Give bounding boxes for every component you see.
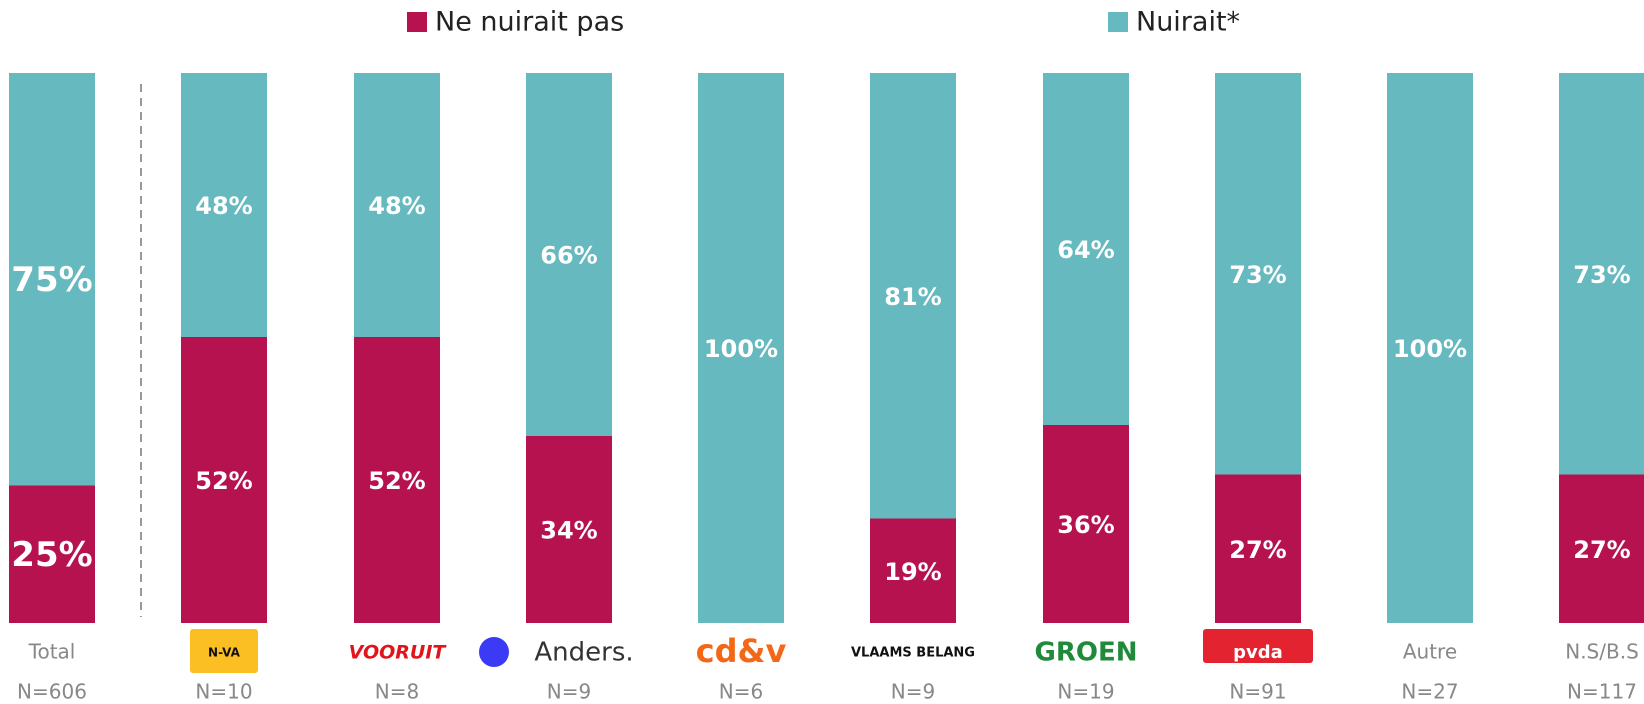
bar-segment (526, 436, 612, 623)
x-tick-label: pvda (1233, 642, 1283, 663)
value-label: 64% (1057, 236, 1114, 264)
bar-segment (870, 73, 956, 519)
bar-segment (9, 73, 95, 486)
n-label: N=8 (375, 680, 419, 704)
value-label: 48% (368, 192, 425, 220)
bar-segment (9, 485, 95, 623)
value-label: 27% (1229, 536, 1286, 564)
bar-segment (181, 73, 267, 337)
bar-segment (1043, 73, 1129, 425)
value-label: 81% (884, 283, 941, 311)
value-label: 48% (195, 192, 252, 220)
x-tick-label: Total (28, 640, 76, 664)
n-label: N=10 (195, 680, 252, 704)
bar-segment (1559, 73, 1644, 475)
bar-segment (181, 337, 267, 623)
bar-segment (698, 73, 784, 623)
n-label: N=606 (17, 680, 87, 704)
n-label: N=9 (547, 680, 591, 704)
value-label: 34% (540, 517, 597, 545)
value-label: 25% (11, 535, 92, 575)
n-label: N=27 (1401, 680, 1458, 704)
value-label: 73% (1229, 261, 1286, 289)
value-label: 52% (368, 467, 425, 495)
x-tick-label: cd&v (696, 632, 787, 670)
value-label: 100% (1393, 335, 1467, 363)
logo-dot (479, 637, 509, 667)
legend-label: Nuirait* (1136, 7, 1240, 38)
value-label: 19% (884, 558, 941, 586)
value-label: 75% (11, 260, 92, 300)
n-label: N=19 (1057, 680, 1114, 704)
bar-segment (526, 73, 612, 436)
value-label: 66% (540, 242, 597, 270)
value-label: 100% (704, 335, 778, 363)
bar-segment (1043, 425, 1129, 623)
x-tick-label: N.S/B.S (1565, 640, 1639, 664)
bar-segment (354, 337, 440, 623)
bar-segment (1559, 474, 1644, 623)
bar-segment (1215, 474, 1301, 623)
n-label: N=117 (1567, 680, 1637, 704)
legend-label: Ne nuirait pas (435, 7, 624, 38)
legend-swatch (407, 12, 427, 32)
bar-segment (1387, 73, 1473, 623)
x-tick-label: GROEN (1035, 638, 1138, 668)
value-label: 27% (1573, 536, 1630, 564)
x-tick-label: VOORUIT (349, 642, 448, 664)
logo-box (1203, 629, 1313, 663)
value-label: 36% (1057, 511, 1114, 539)
value-label: 52% (195, 467, 252, 495)
bar-segment (870, 518, 956, 623)
x-tick-label: Anders. (534, 638, 633, 668)
x-tick-label: N-VA (208, 646, 241, 660)
n-label: N=9 (891, 680, 935, 704)
legend-swatch (1108, 12, 1128, 32)
n-label: N=6 (719, 680, 763, 704)
x-tick-label: Autre (1403, 640, 1457, 664)
bar-segment (1215, 73, 1301, 475)
x-tick-label: VLAAMS BELANG (851, 646, 975, 661)
logo-box (190, 629, 258, 673)
bar-segment (354, 73, 440, 337)
value-label: 73% (1573, 261, 1630, 289)
n-label: N=91 (1229, 680, 1286, 704)
